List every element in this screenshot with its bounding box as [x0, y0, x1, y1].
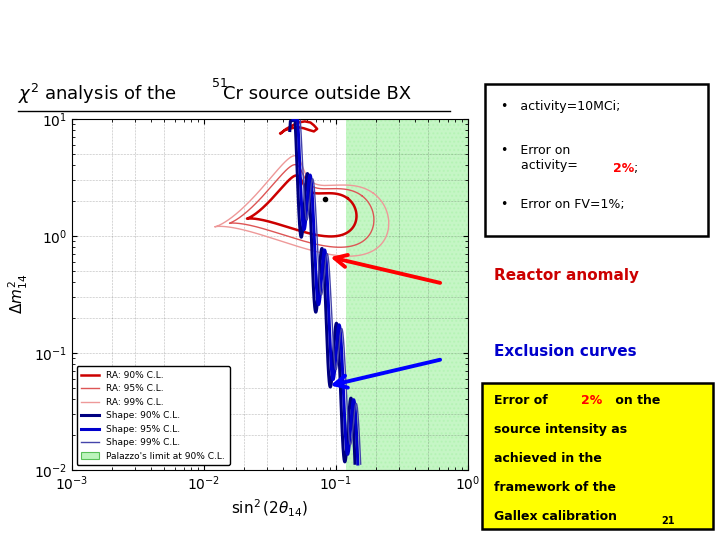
Legend: RA: 90% C.L., RA: 95% C.L., RA: 99% C.L., Shape: 90% C.L., Shape: 95% C.L., Shap: RA: 90% C.L., RA: 95% C.L., RA: 99% C.L.…: [76, 366, 230, 465]
Bar: [346, 119, 468, 470]
FancyBboxPatch shape: [482, 383, 713, 529]
X-axis label: $\sin^2(2\theta_{14})$: $\sin^2(2\theta_{14})$: [231, 497, 309, 518]
Bar: [346, 119, 468, 470]
Text: Error of: Error of: [494, 394, 552, 407]
Text: 51: 51: [522, 16, 541, 30]
Text: 2%: 2%: [613, 163, 634, 176]
Text: source intensity as: source intensity as: [494, 423, 627, 436]
Text: Gallex calibration: Gallex calibration: [494, 510, 617, 523]
Text: ;: ;: [634, 163, 639, 176]
Text: •   Error on
     activity=: • Error on activity=: [501, 144, 577, 172]
Text: Reactor anomaly: Reactor anomaly: [494, 268, 639, 283]
Text: Reach of the sterile neutrino search with the: Reach of the sterile neutrino search wit…: [22, 22, 602, 43]
Text: Cr source: Cr source: [536, 22, 655, 43]
Y-axis label: $\Delta m^2_{14}$: $\Delta m^2_{14}$: [6, 274, 30, 314]
Text: Exclusion curves: Exclusion curves: [494, 343, 636, 359]
Text: 2%: 2%: [582, 394, 603, 407]
Text: on the: on the: [611, 394, 661, 407]
Text: Cr source outside BX: Cr source outside BX: [223, 85, 411, 103]
Text: •   activity=10MCi;: • activity=10MCi;: [501, 100, 620, 113]
FancyBboxPatch shape: [485, 84, 708, 236]
Text: •   Error on FV=1%;: • Error on FV=1%;: [501, 198, 624, 212]
Text: achieved in the: achieved in the: [494, 452, 602, 465]
Text: $\chi^2$ analysis of the: $\chi^2$ analysis of the: [18, 82, 178, 106]
Text: 21: 21: [661, 516, 675, 526]
Text: 51: 51: [212, 77, 228, 90]
Text: framework of the: framework of the: [494, 481, 616, 494]
